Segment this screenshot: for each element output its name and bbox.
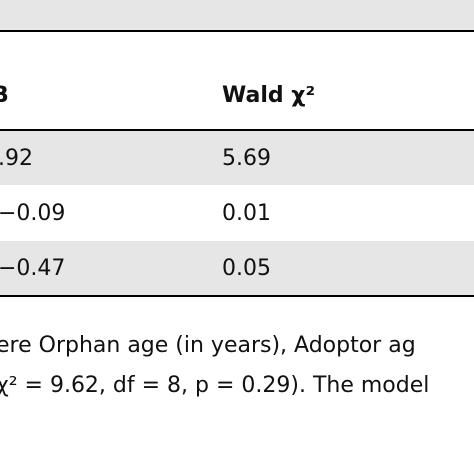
cell: −0.09 [0, 201, 65, 226]
cell: 5.69 [222, 146, 271, 171]
header-cell: B [0, 83, 9, 108]
cell: −0.47 [0, 256, 65, 281]
cell: 0.05 [222, 256, 271, 281]
cell: 0.01 [222, 201, 271, 226]
top-band [0, 0, 474, 31]
cell: .92 [0, 146, 33, 171]
row-band [0, 241, 474, 295]
caption-line: ere Orphan age (in years), Adoptor ag [0, 333, 416, 358]
row-band [0, 131, 474, 185]
header-cell: Wald χ² [222, 83, 315, 108]
caption-line: χ² = 9.62, df = 8, p = 0.29). The model [0, 373, 429, 398]
